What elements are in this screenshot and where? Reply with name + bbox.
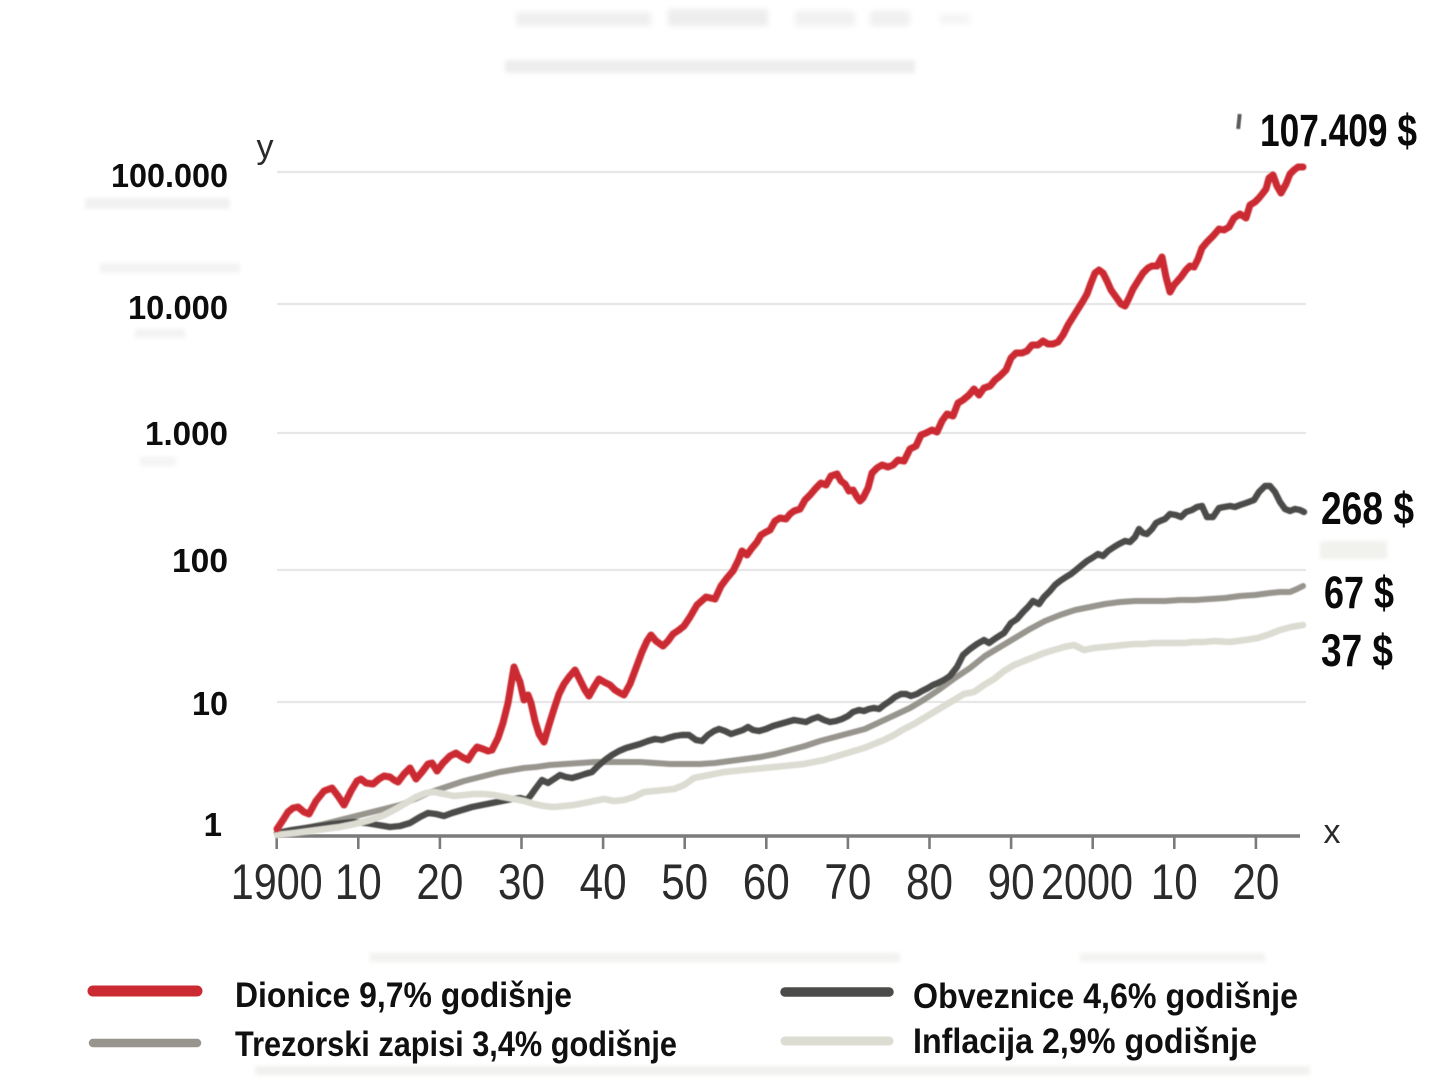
svg-text:Dionice 9,7% godišnje: Dionice 9,7% godišnje: [235, 976, 572, 1015]
svg-text:70: 70: [824, 854, 871, 910]
svg-text:60: 60: [743, 854, 790, 910]
svg-text:1.000: 1.000: [145, 415, 228, 452]
svg-text:80: 80: [906, 854, 953, 910]
svg-text:y: y: [257, 128, 274, 166]
svg-text:Inflacija 2,9% godišnje: Inflacija 2,9% godišnje: [913, 1022, 1257, 1061]
svg-text:10: 10: [1151, 854, 1198, 910]
svg-text:37 $: 37 $: [1321, 625, 1393, 676]
svg-text:30: 30: [498, 854, 545, 910]
svg-text:100.000: 100.000: [111, 157, 228, 194]
svg-text:40: 40: [580, 854, 627, 910]
svg-text:1900: 1900: [231, 854, 323, 910]
svg-text:1: 1: [204, 806, 222, 843]
svg-text:50: 50: [661, 854, 708, 910]
svg-text:20: 20: [416, 854, 463, 910]
svg-text:100: 100: [172, 542, 228, 579]
svg-text:10: 10: [335, 854, 382, 910]
svg-text:20: 20: [1232, 854, 1279, 910]
svg-text:90: 90: [988, 854, 1035, 910]
svg-text:268 $: 268 $: [1321, 483, 1414, 534]
svg-text:10: 10: [192, 685, 228, 722]
svg-text:10.000: 10.000: [128, 289, 228, 326]
svg-text:Obveznice 4,6% godišnje: Obveznice 4,6% godišnje: [913, 977, 1298, 1016]
svg-text:Trezorski zapisi 3,4% godišnje: Trezorski zapisi 3,4% godišnje: [235, 1025, 677, 1064]
svg-text:107.409 $: 107.409 $: [1260, 105, 1417, 156]
svg-text:2000: 2000: [1041, 854, 1133, 910]
svg-text:x: x: [1324, 813, 1341, 851]
svg-text:67 $: 67 $: [1324, 567, 1394, 618]
